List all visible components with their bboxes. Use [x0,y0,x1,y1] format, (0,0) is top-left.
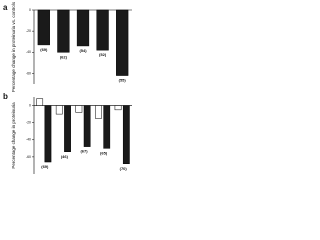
y-tick-label: -40 [26,138,31,142]
bar [116,9,129,76]
bar [75,105,83,113]
bar [44,105,52,163]
n-label: (54) [79,48,87,53]
chart: a Percentage change in proteinuria vs. co… [3,1,132,174]
bar [36,98,44,106]
panel-label: b [3,92,8,101]
bar [114,105,122,111]
n-label: (52) [99,52,107,57]
n-label: (67) [80,149,88,154]
bar [83,105,91,147]
panel-label: a [3,3,8,12]
bar [37,9,50,46]
page: a Percentage change in proteinuria vs. co… [0,0,159,179]
y-axis-label: Percentage change in proteinuria vs. con… [11,1,16,92]
y-tick-label: -60 [26,155,31,159]
n-label: (69) [41,164,49,169]
n-label: (62) [60,54,68,59]
bar [95,105,102,119]
bar [57,9,70,53]
n-label: (55) [119,78,127,83]
n-label: (46) [61,154,69,159]
y-tick-label: -60 [26,71,31,75]
bar [103,105,111,149]
n-label: (69) [40,47,48,52]
y-tick-label: -20 [26,29,31,33]
bar [55,105,63,115]
n-label: (65) [100,150,108,155]
y-tick-label: -20 [26,121,31,125]
bar [64,105,71,153]
bar [122,105,130,164]
y-tick-label: 0 [29,103,31,107]
n-label: (70) [120,166,128,171]
bar [76,9,90,47]
y-tick-label: 0 [29,8,31,12]
bar [96,9,109,51]
y-axis-label: Percentage change in proteinuria [11,102,16,169]
y-tick-label: -40 [26,50,31,54]
